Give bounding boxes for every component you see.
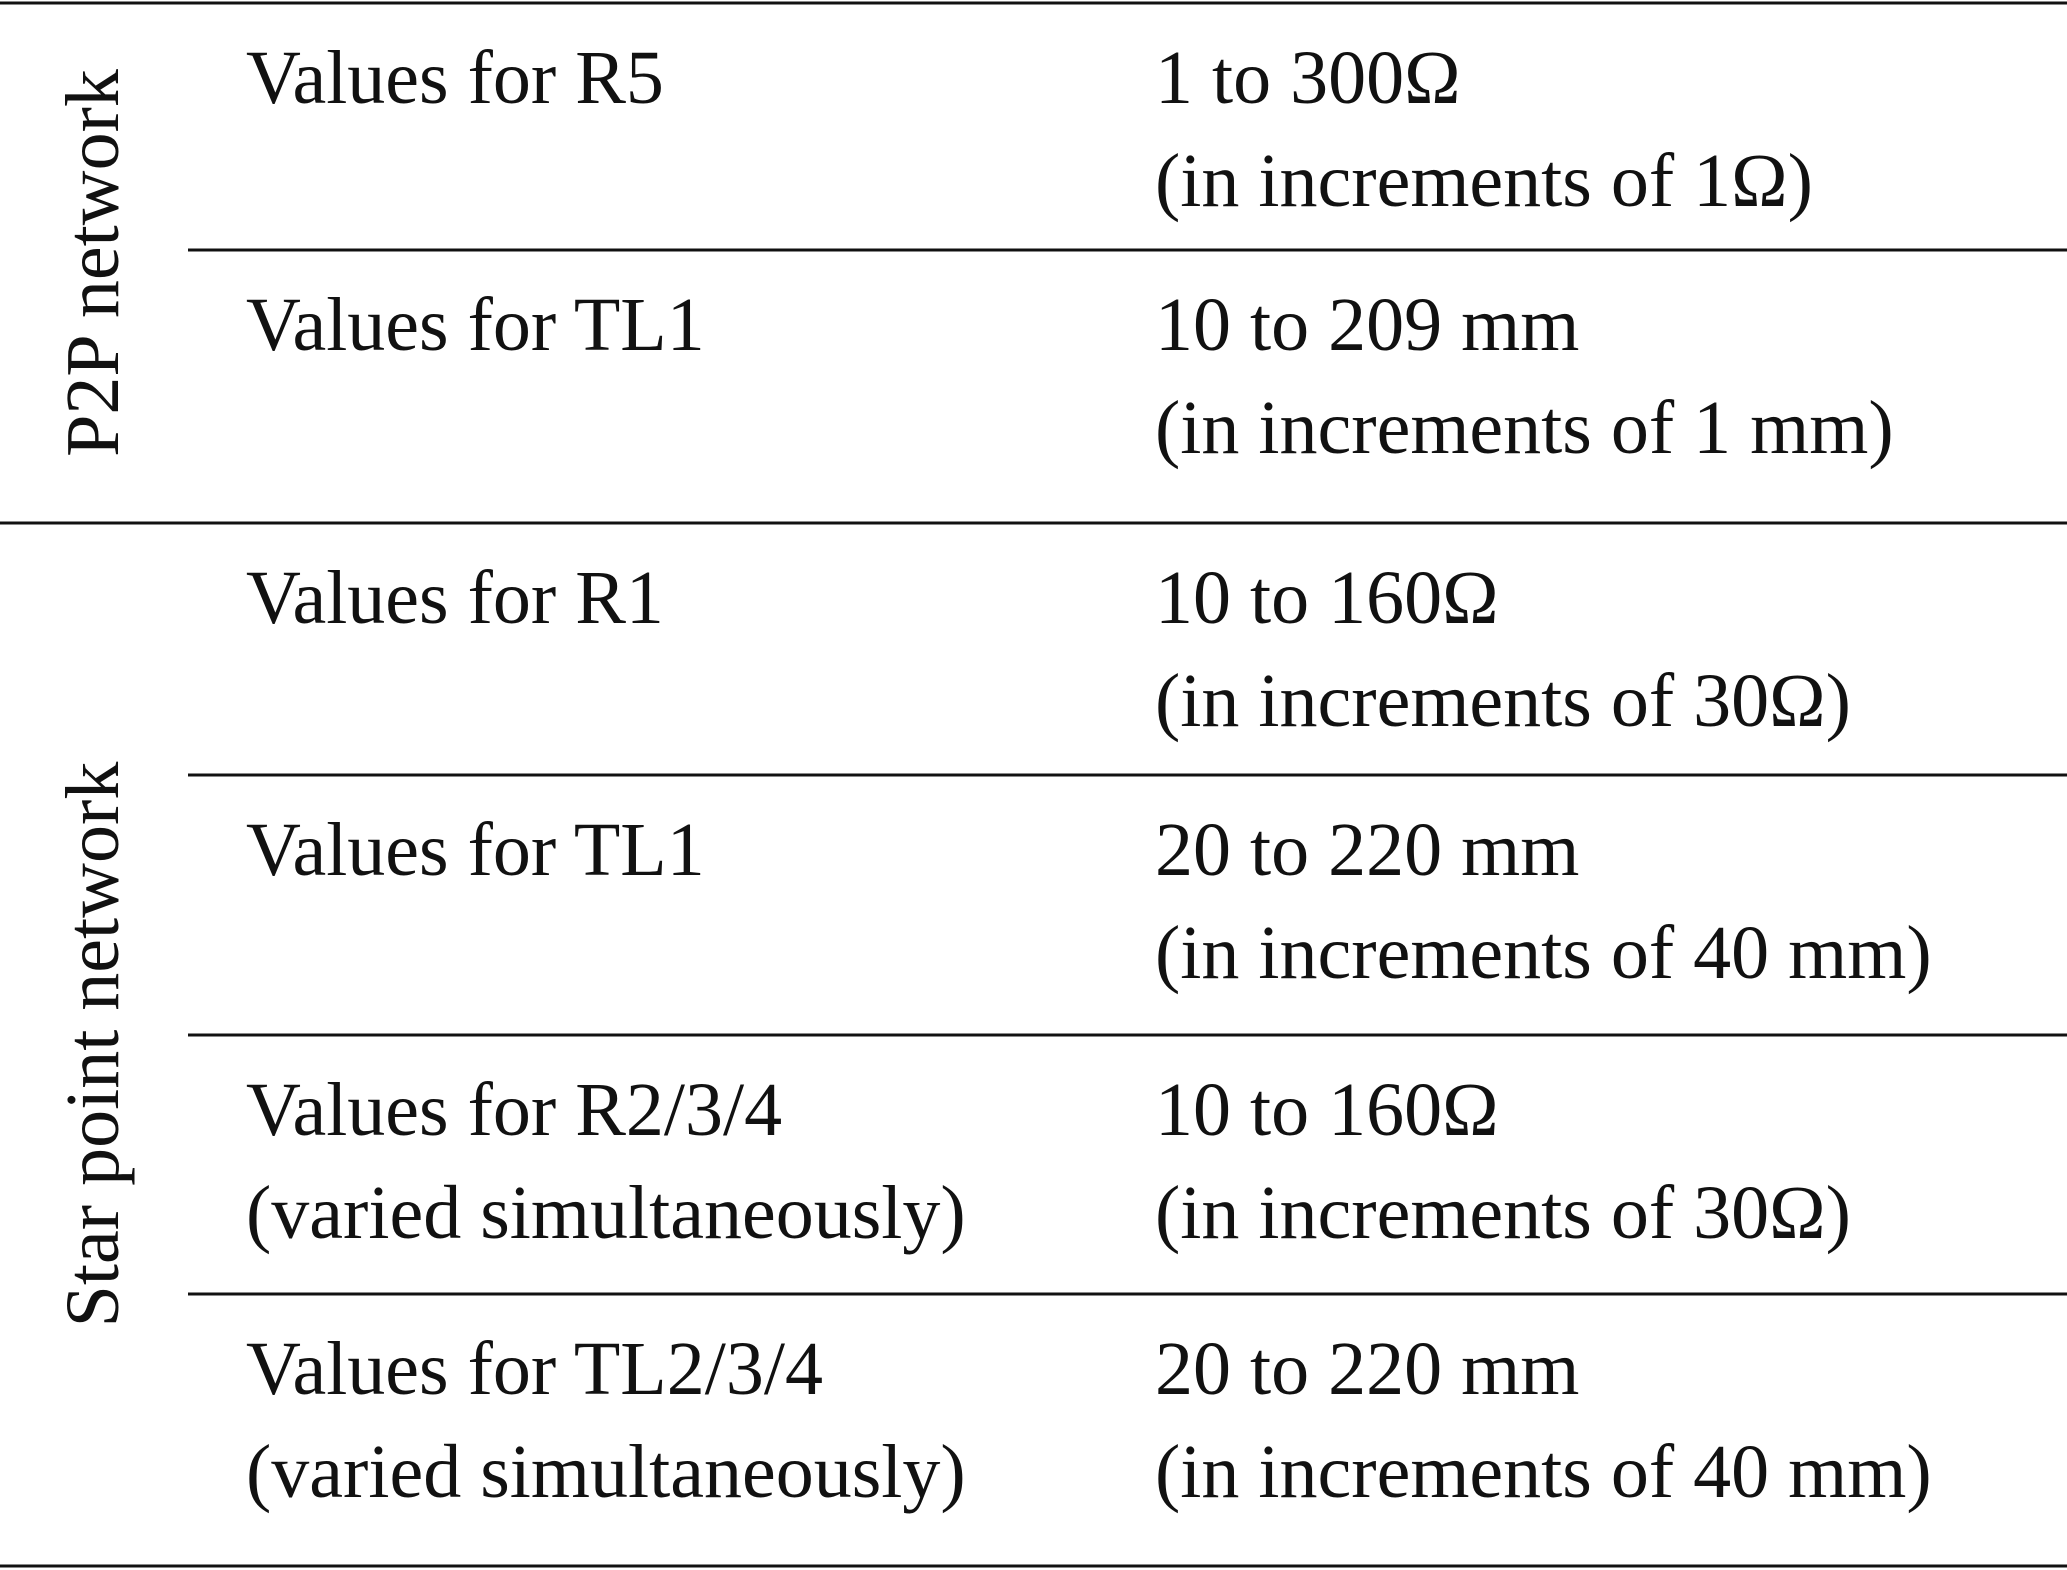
group-label: Star point network bbox=[51, 762, 135, 1328]
parameter-text: Values for R5 bbox=[246, 36, 664, 120]
parameter-text: Values for TL1 bbox=[246, 283, 705, 367]
range-text: 10 to 160Ω bbox=[1155, 1068, 1499, 1152]
range-text: 10 to 209 mm bbox=[1155, 283, 1579, 367]
range-text: (in increments of 1Ω) bbox=[1155, 139, 1813, 223]
parameter-text: Values for TL1 bbox=[246, 808, 705, 892]
parameter-text: (varied simultaneously) bbox=[246, 1171, 966, 1255]
range-text: 20 to 220 mm bbox=[1155, 808, 1579, 892]
range-text: (in increments of 40 mm) bbox=[1155, 1430, 1932, 1514]
range-text: (in increments of 30Ω) bbox=[1155, 659, 1851, 743]
range-text: 20 to 220 mm bbox=[1155, 1327, 1579, 1411]
group-label: P2P network bbox=[51, 69, 135, 457]
parameter-text: (varied simultaneously) bbox=[246, 1430, 966, 1514]
range-text: (in increments of 1 mm) bbox=[1155, 386, 1894, 470]
range-text: 10 to 160Ω bbox=[1155, 556, 1499, 640]
range-text: 1 to 300Ω bbox=[1155, 36, 1461, 120]
parameter-text: Values for R2/3/4 bbox=[246, 1068, 782, 1152]
range-text: (in increments of 30Ω) bbox=[1155, 1171, 1851, 1255]
range-text: (in increments of 40 mm) bbox=[1155, 911, 1932, 995]
parameter-text: Values for R1 bbox=[246, 556, 664, 640]
parameter-text: Values for TL2/3/4 bbox=[246, 1327, 823, 1411]
